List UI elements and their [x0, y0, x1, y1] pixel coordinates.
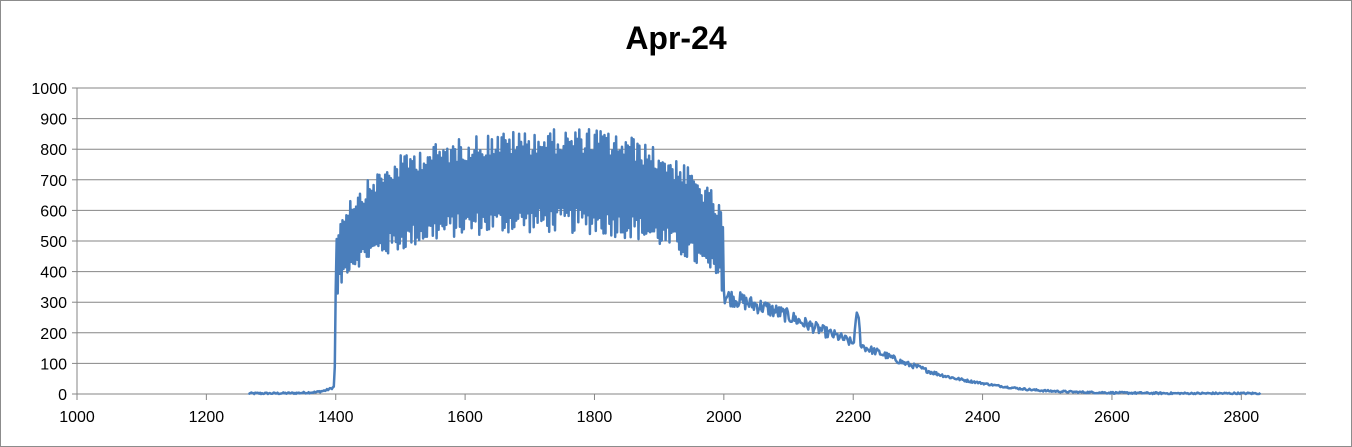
x-tick-label: 1200: [189, 409, 225, 426]
x-axis-ticks: 1000 1200 1400 1600 1800 2000 2200 2400 2600 2800: [59, 394, 1259, 426]
y-tick-label: 100: [40, 356, 67, 373]
y-tick-label: 600: [40, 203, 67, 220]
y-tick-label: 400: [40, 265, 67, 282]
x-tick-label: 1400: [318, 409, 354, 426]
y-tick-label: 0: [58, 387, 67, 404]
y-axis-ticks: 0 100 200 300 400 500 600 700 800 900 1000: [31, 81, 77, 404]
x-tick-label: 2200: [835, 409, 871, 426]
series-layer: [247, 128, 1262, 396]
x-tick-label: 1800: [577, 409, 613, 426]
x-tick-label: 2000: [706, 409, 742, 426]
chart-title: Apr-24: [625, 20, 727, 56]
y-tick-label: 1000: [31, 81, 67, 98]
x-tick-label: 2800: [1224, 409, 1260, 426]
y-tick-label: 500: [40, 234, 67, 251]
y-tick-label: 700: [40, 173, 67, 190]
x-tick-label: 2400: [965, 409, 1001, 426]
y-tick-label: 300: [40, 295, 67, 312]
x-tick-label: 2600: [1094, 409, 1130, 426]
series-line: [247, 128, 1262, 396]
x-tick-label: 1600: [447, 409, 483, 426]
y-tick-label: 800: [40, 142, 67, 159]
y-tick-label: 900: [40, 112, 67, 129]
x-tick-label: 1000: [59, 409, 95, 426]
y-tick-label: 200: [40, 326, 67, 343]
